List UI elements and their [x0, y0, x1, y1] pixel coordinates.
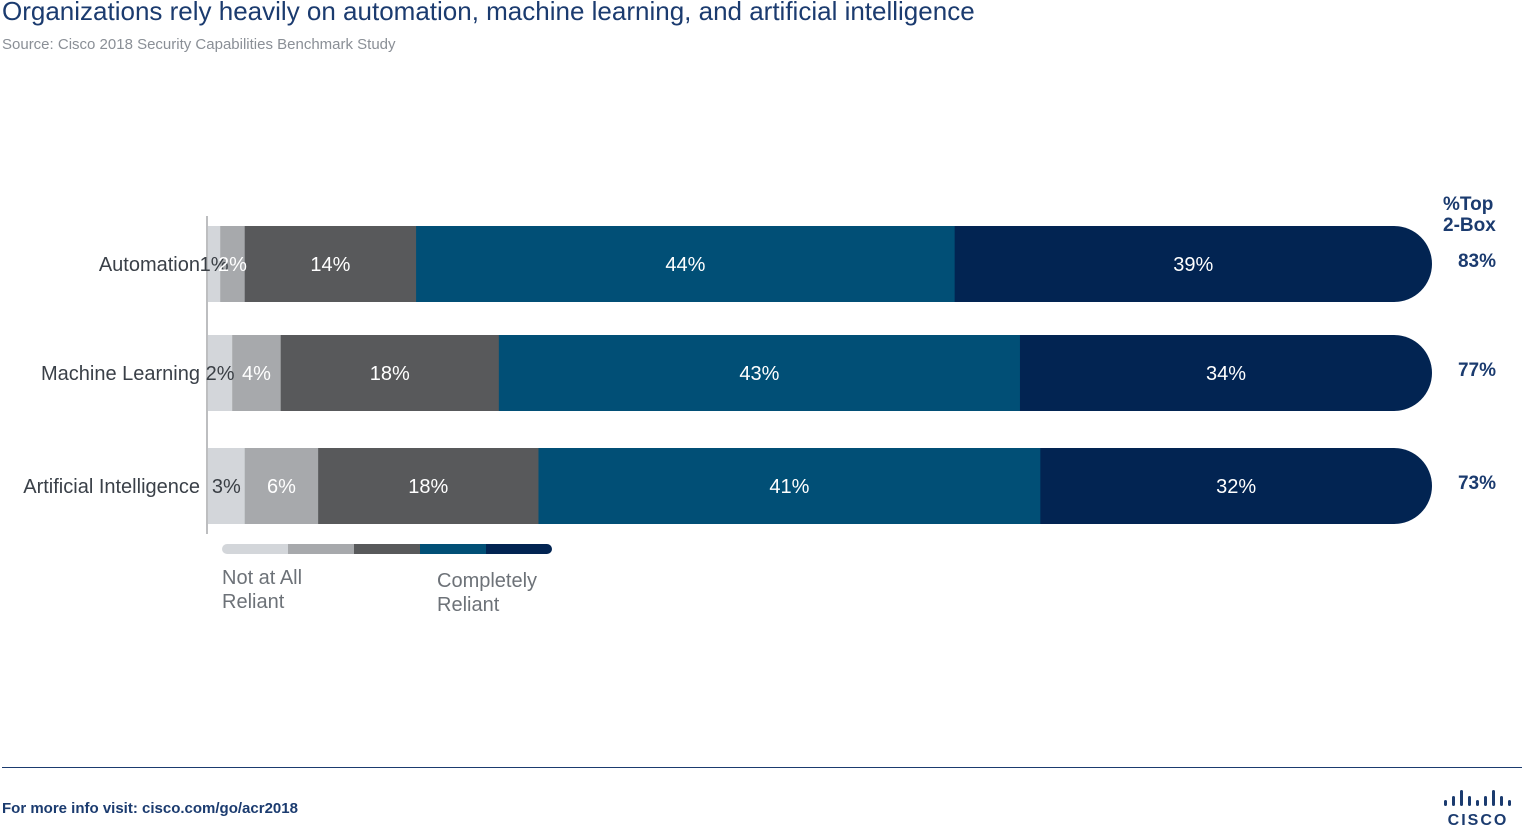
- bar-segment: [244, 448, 319, 524]
- data-label: 2%: [206, 363, 235, 385]
- chart-title: Organizations rely heavily on automation…: [2, 0, 975, 26]
- bar-segment: [232, 335, 282, 411]
- footer-prefix: For more info visit:: [2, 800, 143, 817]
- chart-source: Source: Cisco 2018 Security Capabilities…: [2, 36, 396, 53]
- data-label: 44%: [665, 254, 705, 276]
- top2box-header-line: 2-Box: [1443, 215, 1496, 236]
- data-label: 1%: [200, 254, 229, 276]
- bar-segment: [954, 226, 1432, 302]
- data-label: 43%: [739, 363, 779, 385]
- bar-segment: [208, 448, 246, 524]
- bar-segment: [318, 448, 539, 524]
- category-label: Artificial Intelligence: [23, 476, 200, 498]
- bar-segment: [498, 335, 1021, 411]
- bar-segment: [416, 226, 956, 302]
- category-label: Automation: [99, 254, 200, 276]
- legend-swatch: [354, 544, 421, 554]
- legend-high-label: Reliant: [437, 594, 500, 616]
- bar-segment: [1019, 335, 1432, 411]
- data-label: 41%: [769, 476, 809, 498]
- logo-wordmark: CISCO: [1448, 812, 1509, 828]
- legend-low-label: Not at All: [222, 567, 302, 589]
- data-label: 14%: [310, 254, 350, 276]
- data-label: 18%: [408, 476, 448, 498]
- footer-info: For more info visit: cisco.com/go/acr201…: [2, 800, 298, 817]
- top2box-value: 73%: [1458, 473, 1496, 494]
- data-label: 6%: [267, 476, 296, 498]
- legend-low-label: Reliant: [222, 591, 285, 613]
- bar-segment: [244, 226, 417, 302]
- bar-segment: [208, 335, 233, 411]
- legend-swatch: [288, 544, 355, 554]
- top2box-header-line: %Top: [1443, 194, 1493, 215]
- data-label: 32%: [1216, 476, 1256, 498]
- top2box-value: 77%: [1458, 360, 1496, 381]
- data-label: 39%: [1173, 254, 1213, 276]
- data-label: 4%: [242, 363, 271, 385]
- data-label: 34%: [1206, 363, 1246, 385]
- top2box-value: 83%: [1458, 251, 1496, 272]
- bar-segment: [280, 335, 500, 411]
- bar-segment: [208, 226, 221, 302]
- footer-link[interactable]: cisco.com/go/acr2018: [142, 800, 298, 817]
- cisco-logo-icon: CISCO: [1444, 790, 1511, 828]
- data-label: 3%: [212, 476, 241, 498]
- data-label: 18%: [370, 363, 410, 385]
- bar-segment: [220, 226, 246, 302]
- legend-swatch: [420, 544, 487, 554]
- data-label: 2%: [218, 254, 247, 276]
- category-label: Machine Learning: [41, 363, 200, 385]
- legend-high-label: Completely: [437, 570, 537, 592]
- legend-swatch: [222, 544, 288, 554]
- footer-divider: [2, 767, 1522, 768]
- legend-swatch: [486, 544, 552, 554]
- bar-segment: [538, 448, 1041, 524]
- bar-segment: [1040, 448, 1432, 524]
